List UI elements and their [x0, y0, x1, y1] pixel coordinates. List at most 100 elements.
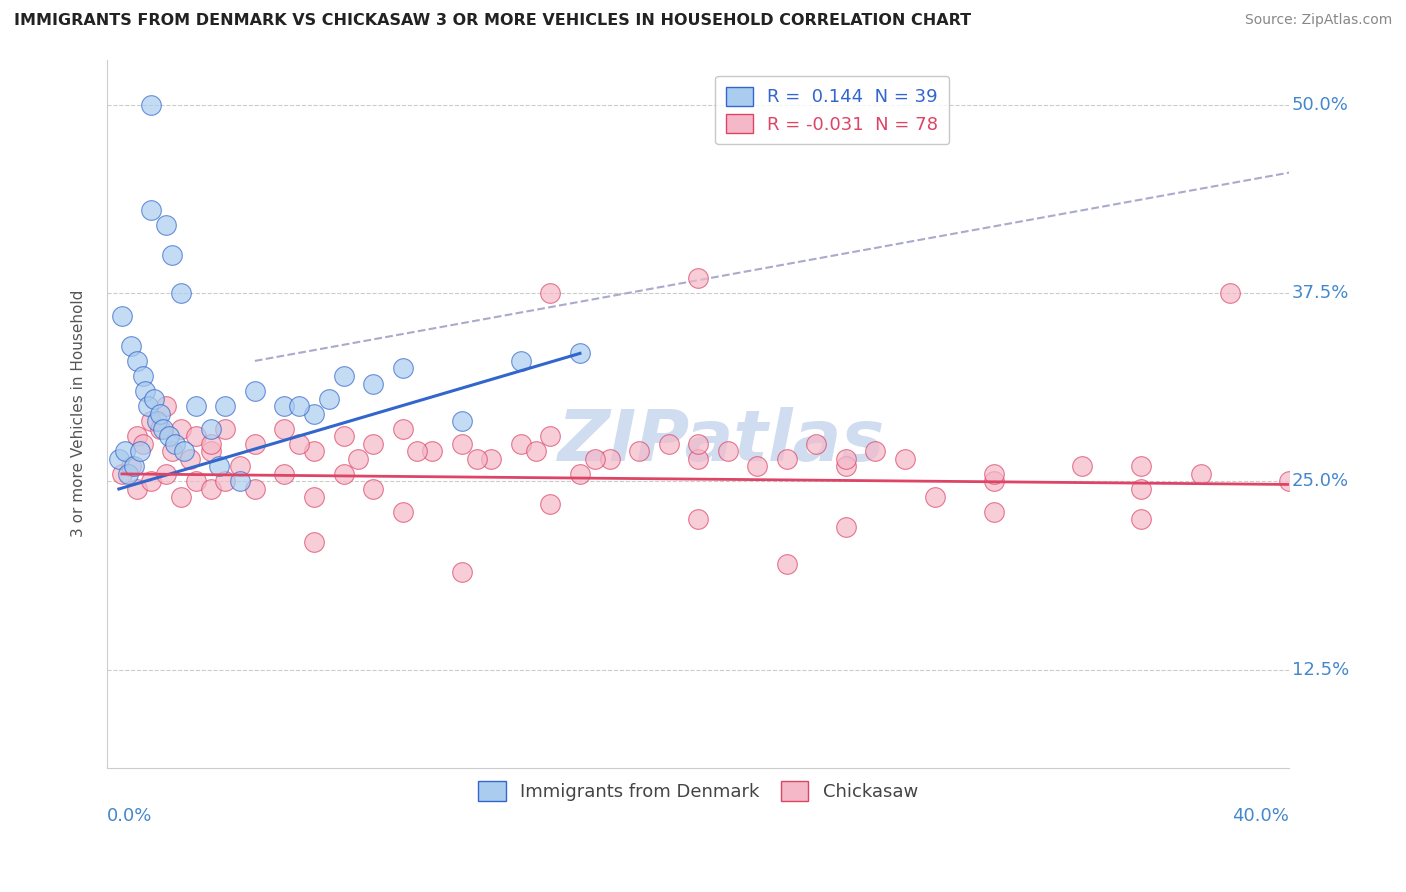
Point [658, 437, 681, 451]
Point [288, 399, 311, 413]
Text: 25.0%: 25.0% [1292, 473, 1348, 491]
Point [243, 384, 266, 398]
Point [450, 437, 472, 451]
Point [1278, 475, 1301, 489]
Point [170, 422, 193, 436]
Point [173, 444, 195, 458]
Point [120, 459, 142, 474]
Point [160, 248, 183, 262]
Point [361, 376, 384, 391]
Text: 0.0%: 0.0% [107, 806, 152, 824]
Point [200, 444, 222, 458]
Point [184, 399, 207, 413]
Point [538, 286, 561, 301]
Point [1130, 482, 1153, 496]
Point [200, 422, 222, 436]
Point [128, 444, 150, 458]
Point [583, 451, 606, 466]
Point [688, 271, 710, 285]
Point [479, 451, 502, 466]
Point [391, 505, 413, 519]
Point [538, 497, 561, 511]
Point [1071, 459, 1094, 474]
Point [776, 558, 799, 572]
Point [568, 346, 591, 360]
Point [361, 437, 384, 451]
Point [747, 459, 769, 474]
Point [111, 467, 134, 481]
Point [332, 369, 354, 384]
Text: 37.5%: 37.5% [1292, 285, 1348, 302]
Point [117, 467, 139, 481]
Point [229, 459, 252, 474]
Point [835, 519, 858, 533]
Point [141, 475, 163, 489]
Point [509, 354, 531, 368]
Point [131, 369, 153, 384]
Point [361, 482, 384, 496]
Point [924, 490, 946, 504]
Point [420, 444, 443, 458]
Point [200, 437, 222, 451]
Point [347, 451, 370, 466]
Point [149, 422, 172, 436]
Point [465, 451, 488, 466]
Point [184, 429, 207, 443]
Point [120, 339, 142, 353]
Point [170, 286, 193, 301]
Point [1130, 459, 1153, 474]
Point [155, 219, 177, 233]
Point [143, 392, 166, 406]
Point [108, 451, 131, 466]
Point [806, 437, 828, 451]
Point [125, 482, 148, 496]
Point [273, 467, 295, 481]
Point [125, 429, 148, 443]
Point [200, 482, 222, 496]
Point [450, 414, 472, 428]
Point [243, 437, 266, 451]
Point [599, 451, 621, 466]
Point [983, 505, 1005, 519]
Point [1189, 467, 1212, 481]
Point [391, 361, 413, 376]
Point [568, 467, 591, 481]
Point [628, 444, 651, 458]
Point [170, 490, 193, 504]
Text: ZIPatlas: ZIPatlas [558, 408, 886, 476]
Point [149, 407, 172, 421]
Point [273, 422, 295, 436]
Point [688, 437, 710, 451]
Point [332, 429, 354, 443]
Point [141, 203, 163, 218]
Text: 50.0%: 50.0% [1292, 95, 1348, 114]
Point [865, 444, 887, 458]
Y-axis label: 3 or more Vehicles in Household: 3 or more Vehicles in Household [72, 290, 86, 537]
Point [214, 422, 236, 436]
Point [131, 437, 153, 451]
Point [160, 444, 183, 458]
Point [717, 444, 740, 458]
Legend: Immigrants from Denmark, Chickasaw: Immigrants from Denmark, Chickasaw [471, 774, 925, 808]
Text: 12.5%: 12.5% [1292, 661, 1348, 679]
Point [894, 451, 917, 466]
Point [318, 392, 340, 406]
Text: IMMIGRANTS FROM DENMARK VS CHICKASAW 3 OR MORE VEHICLES IN HOUSEHOLD CORRELATION: IMMIGRANTS FROM DENMARK VS CHICKASAW 3 O… [14, 13, 972, 29]
Point [122, 459, 145, 474]
Point [983, 475, 1005, 489]
Point [524, 444, 547, 458]
Point [983, 467, 1005, 481]
Point [243, 482, 266, 496]
Point [302, 407, 325, 421]
Point [1219, 286, 1241, 301]
Point [229, 475, 252, 489]
Point [146, 414, 169, 428]
Point [157, 429, 180, 443]
Point [509, 437, 531, 451]
Point [138, 399, 160, 413]
Point [165, 437, 187, 451]
Point [538, 429, 561, 443]
Point [688, 512, 710, 526]
Point [776, 451, 799, 466]
Point [214, 475, 236, 489]
